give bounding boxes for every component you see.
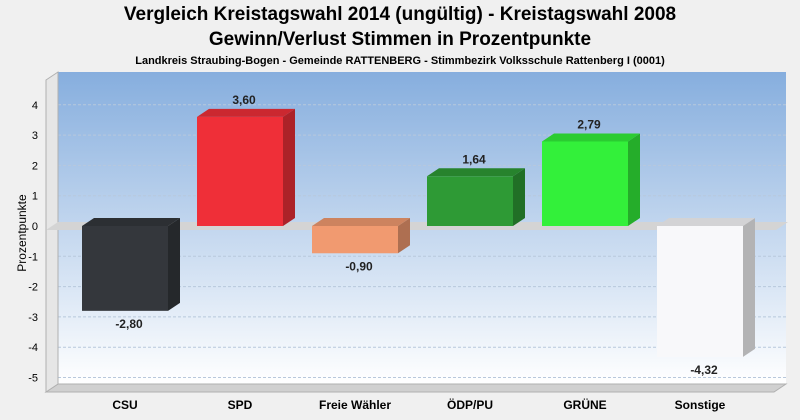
- bar: [427, 176, 513, 226]
- x-tick-label: Sonstige: [675, 398, 726, 412]
- bar-top: [427, 168, 525, 177]
- data-label: -0,90: [345, 259, 373, 273]
- bar-top: [312, 218, 410, 226]
- chart-subtitle: Gewinn/Verlust Stimmen in Prozentpunkte: [208, 29, 592, 50]
- bar: [312, 226, 398, 254]
- bar: [197, 116, 283, 226]
- chart-caption: Landkreis Straubing-Bogen - Gemeinde RAT…: [135, 55, 665, 67]
- y-tick-label: 2: [32, 160, 38, 172]
- y-tick-label: 4: [32, 100, 38, 112]
- x-tick-label: SPD: [228, 398, 253, 412]
- y-tick-label: 3: [32, 130, 38, 142]
- bar: [657, 226, 743, 357]
- y-tick-label: -3: [28, 312, 38, 324]
- y-tick-label: -5: [28, 373, 38, 385]
- y-tick-label: -4: [28, 342, 38, 354]
- data-label: 3,60: [232, 93, 256, 107]
- bar-top: [542, 133, 640, 142]
- bar-top: [197, 108, 295, 117]
- y-tick-label: 0: [32, 221, 38, 233]
- plot-floor: [44, 383, 788, 393]
- x-tick-label: GRÜNE: [563, 397, 606, 412]
- y-tick-label: -1: [28, 251, 38, 263]
- data-label: 1,64: [462, 152, 486, 166]
- data-label: -4,32: [690, 363, 718, 377]
- bar-side: [743, 218, 755, 357]
- bar-side: [283, 108, 295, 226]
- chart-title: Vergleich Kreistagswahl 2014 (ungültig) …: [123, 4, 677, 25]
- bar: [82, 226, 168, 311]
- bar-top: [657, 218, 755, 226]
- bar-side: [398, 218, 410, 254]
- y-tick-label: 1: [32, 191, 38, 203]
- x-tick-label: CSU: [112, 398, 137, 412]
- x-tick-label: ÖDP/PU: [447, 397, 493, 412]
- bar-top: [82, 218, 180, 226]
- bar: [542, 141, 628, 226]
- data-label: 2,79: [577, 117, 601, 131]
- data-label: -2,80: [115, 317, 143, 331]
- plot-left-wall: [45, 71, 59, 393]
- bar-side: [628, 133, 640, 226]
- y-tick-label: -2: [28, 282, 38, 294]
- bar-side: [168, 218, 180, 311]
- bar-side: [513, 168, 525, 226]
- x-tick-label: Freie Wähler: [319, 398, 391, 412]
